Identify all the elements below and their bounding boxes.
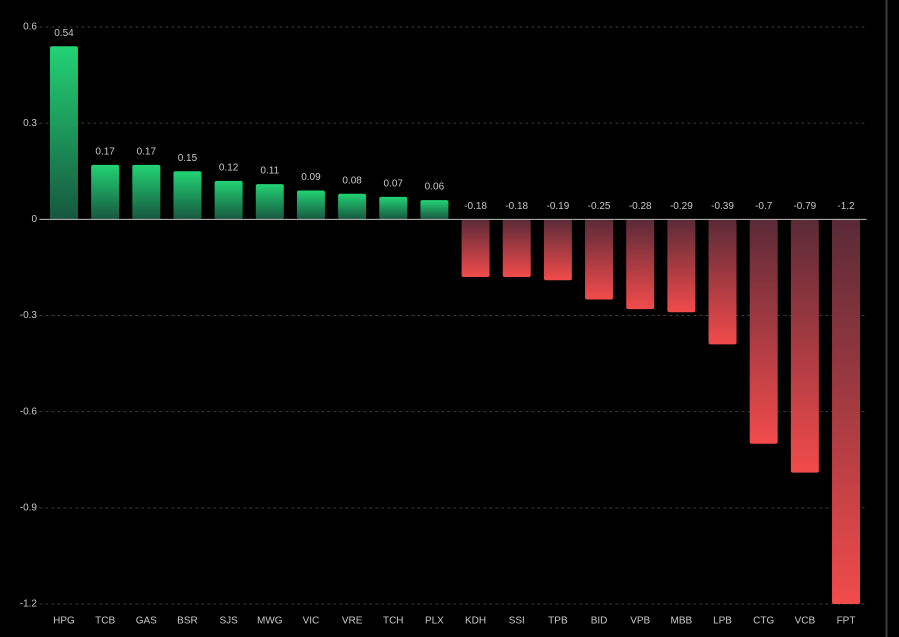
bar: [790, 219, 819, 473]
bar: [502, 219, 531, 278]
value-label: 0.15: [178, 153, 198, 164]
x-tick-label: GAS: [136, 616, 157, 627]
x-tick-label: TCH: [383, 616, 404, 627]
x-tick-label: PLX: [425, 616, 444, 627]
x-tick-label: VPB: [630, 616, 650, 627]
value-label: 0.06: [425, 182, 445, 193]
x-tick-label: VCB: [795, 616, 816, 627]
value-label: -1.2: [837, 201, 855, 212]
value-label: -0.18: [464, 201, 487, 212]
value-label: 0.54: [54, 28, 74, 39]
value-label: -0.29: [670, 201, 693, 212]
y-tick-label: 0.3: [23, 118, 37, 129]
x-tick-label: BID: [591, 616, 608, 627]
x-tick-label: KDH: [465, 616, 486, 627]
bar: [708, 219, 737, 345]
x-tick-label: MBB: [671, 616, 693, 627]
value-label: 0.07: [384, 179, 404, 190]
value-label: -0.25: [588, 201, 611, 212]
bar: [214, 180, 243, 220]
bar: [626, 219, 655, 310]
value-label: -0.28: [629, 201, 652, 212]
value-label: 0.08: [342, 175, 362, 186]
value-label: 0.12: [219, 163, 239, 174]
value-label: -0.39: [711, 201, 734, 212]
x-tick-label: MWG: [257, 616, 283, 627]
bar: [132, 164, 161, 220]
x-tick-label: CTG: [753, 616, 774, 627]
y-tick-label: 0: [31, 214, 37, 225]
x-tick-label: SSI: [509, 616, 525, 627]
bar: [667, 219, 696, 313]
x-tick-label: HPG: [53, 616, 75, 627]
bar: [832, 219, 861, 605]
y-tick-label: -0.3: [20, 310, 38, 321]
value-label: -0.79: [793, 201, 816, 212]
value-label: 0.17: [137, 146, 157, 157]
bar: [338, 193, 367, 220]
bar: [296, 190, 325, 220]
value-label: -0.18: [505, 201, 528, 212]
x-tick-label: FPT: [837, 616, 856, 627]
x-tick-label: LPB: [713, 616, 732, 627]
y-tick-label: -0.6: [20, 406, 38, 417]
bar: [749, 219, 778, 444]
y-tick-label: -1.2: [20, 599, 38, 610]
value-label: 0.09: [301, 172, 321, 183]
value-label: 0.17: [95, 146, 115, 157]
bar: [420, 200, 449, 220]
bar: [543, 219, 572, 281]
value-label: -0.7: [755, 201, 773, 212]
bar: [255, 184, 284, 220]
bar: [173, 171, 202, 220]
bar: [91, 164, 120, 220]
x-tick-label: VRE: [342, 616, 363, 627]
y-tick-label: 0.6: [23, 22, 37, 33]
value-label: -0.19: [547, 201, 570, 212]
bar: [585, 219, 614, 300]
y-tick-label: -0.9: [20, 502, 38, 513]
bar: [49, 46, 78, 220]
x-tick-label: BSR: [177, 616, 198, 627]
x-tick-label: SJS: [219, 616, 238, 627]
bar: [379, 196, 408, 220]
x-tick-label: TCB: [95, 616, 115, 627]
x-tick-label: TPB: [548, 616, 568, 627]
bar: [461, 219, 490, 278]
x-tick-label: VIC: [303, 616, 320, 627]
value-label: 0.11: [260, 166, 279, 177]
